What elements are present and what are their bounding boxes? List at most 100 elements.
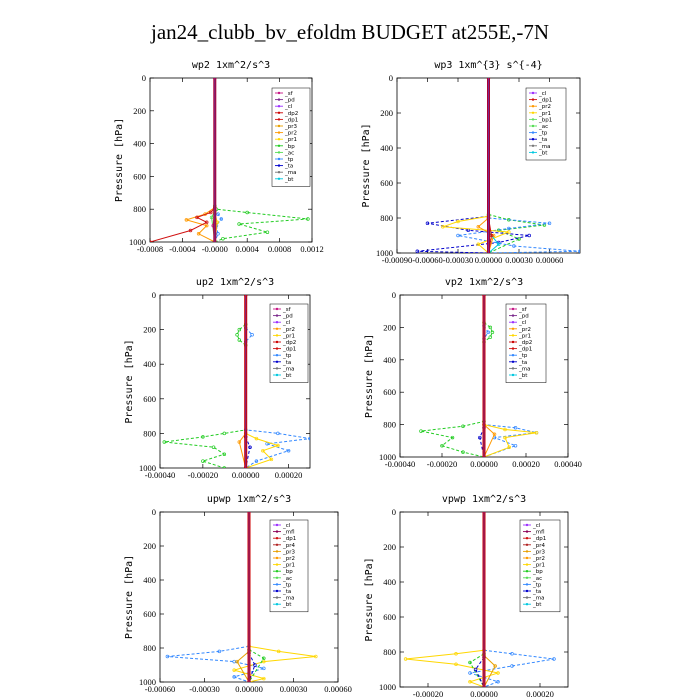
y-tick-label: 800 [143,643,156,653]
series-point [425,221,430,226]
legend-label: _pr1 [282,333,295,339]
legend-label: _dp1 [284,117,298,123]
series-line [469,649,555,687]
series-point [276,431,280,436]
series-point [507,226,511,231]
y-axis-label: Pressure [hPa] [114,118,125,202]
series-point [235,333,239,337]
legend-marker [525,596,529,599]
series-point [306,217,310,221]
y-tick-label: 400 [133,139,146,149]
series-point [507,445,511,450]
x-tick-label: 0.00020 [512,459,540,469]
series-line [232,645,316,682]
y-tick-label: 200 [143,325,156,335]
legend-marker [275,373,279,377]
y-tick-label: 200 [380,108,393,118]
series-line [214,205,308,242]
x-tick-label: -0.0004 [169,244,196,254]
x-tick-label: -0.00030 [443,255,473,265]
legend-label: _pr2 [284,131,297,137]
series-point [276,649,281,654]
series-point [456,219,460,224]
y-axis-label: Pressure [hPa] [124,339,135,423]
legend-marker [275,576,279,579]
series-point [489,233,494,238]
series-point [493,664,497,668]
legend-label: _dp1 [282,347,296,353]
legend-marker [277,177,281,180]
legend-marker [275,603,279,606]
series-point [150,240,152,242]
series-point [201,459,205,463]
legend-marker [525,550,529,553]
legend-label: _bt [284,177,294,183]
series-point [237,327,242,332]
series-line [420,322,493,457]
series-point [491,233,496,238]
legend-marker [511,367,515,370]
series-point [221,236,225,241]
legend-marker [531,138,535,141]
series-point [216,212,220,216]
series-group [165,512,318,682]
series-point [165,654,170,659]
y-tick-label: 1000 [379,682,396,692]
legend-marker [277,91,281,95]
series-point [262,659,266,664]
legend-marker [525,563,529,566]
x-tick-label: -0.00020 [188,470,218,480]
x-tick-label: 0.00020 [526,689,554,699]
legend-box [271,87,311,187]
panel-title: vp2 1xm^2/s^3 [445,277,523,288]
legend-label: _bt [518,373,528,379]
legend-label: _tp [532,582,542,588]
y-axis-label: Pressure [hPa] [364,557,375,641]
legend-label: _ac [532,576,542,582]
series-point [262,666,266,671]
series-point [262,656,266,660]
legend-marker [525,570,529,573]
series-line [245,327,310,468]
legend-box [269,519,309,613]
panel-title: upwp 1xm^2/s^3 [207,494,291,505]
legend-label: _tp [284,157,294,163]
series-point [261,448,265,453]
series-line [238,433,247,468]
y-tick-label: 800 [383,647,396,657]
series-line [417,215,530,253]
legend-marker [275,321,279,324]
legend-marker [275,360,279,363]
legend-label: _ma [282,366,294,372]
series-line [457,217,580,253]
legend-marker [277,151,281,154]
panel-1: wp2 1xm^2/s^3 Pressure [hPa] 0 200 400 600 800… [114,60,324,254]
x-tick-label: 0.00060 [324,684,352,694]
y-tick-label: 400 [383,355,396,365]
series-line [477,217,495,253]
series-line [248,652,256,682]
legend-label: _sf [518,307,528,313]
series-point [237,440,242,444]
legend-label: _pr1 [532,563,545,569]
series-point [162,440,167,444]
legend-label: _ta [538,137,547,143]
legend-label: _sf [282,307,292,313]
legend-label: _pd [282,314,293,320]
legend-label: _mfl [532,530,545,536]
legend-marker [511,314,515,317]
legend-marker [511,321,515,324]
series-line [483,655,496,687]
legend-label: _ac [538,124,548,130]
y-tick-label: 800 [383,420,396,430]
legend-marker [275,583,279,586]
series-group [150,78,310,242]
legend-label: _ac [282,576,292,582]
x-tick-label: -0.00030 [189,684,219,694]
series-point [454,662,458,667]
series-point [204,220,209,225]
legend-marker [511,340,515,344]
series-point [222,466,227,468]
series-group [419,295,539,457]
